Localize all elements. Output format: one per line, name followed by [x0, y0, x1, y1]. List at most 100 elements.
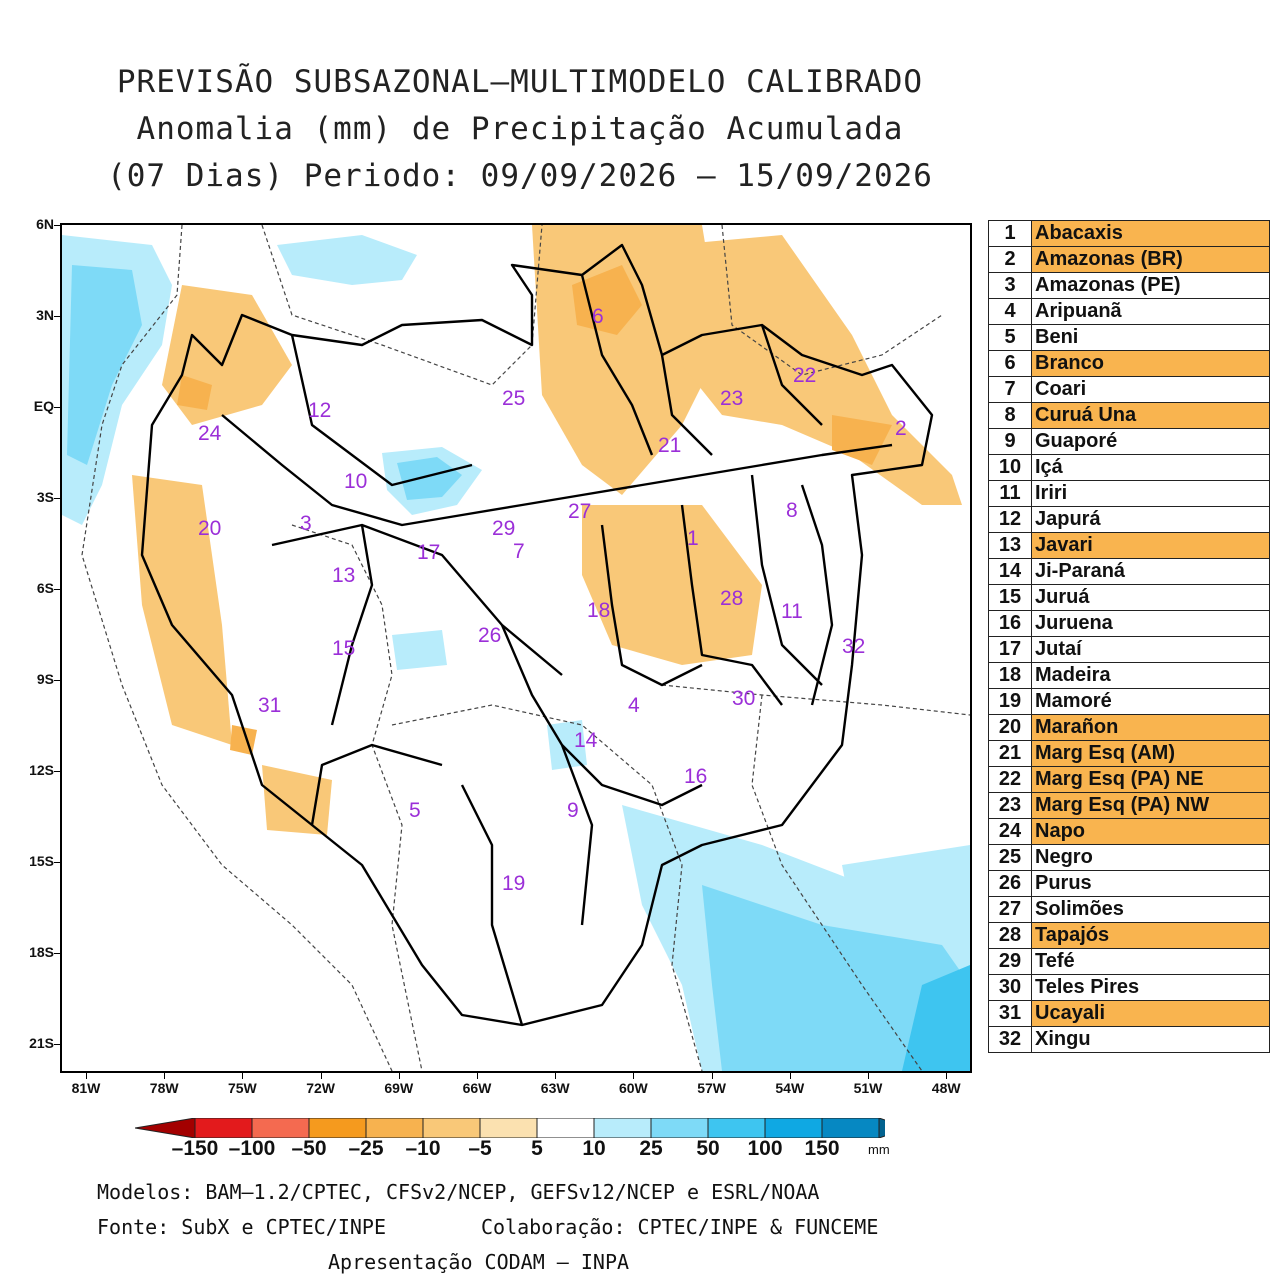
basin-number: 32 [988, 1026, 1032, 1053]
colorbar-segment [422, 1118, 481, 1138]
basin-label-14: 14 [574, 729, 598, 752]
basin-label-26: 26 [478, 624, 501, 647]
lon-tick [789, 1073, 791, 1079]
basin-number: 6 [988, 350, 1032, 377]
lon-tick [555, 1073, 557, 1079]
lat-tick [54, 225, 60, 226]
lon-tick [633, 1073, 635, 1079]
basin-name: Madeira [1031, 662, 1270, 689]
basin-name: Branco [1031, 350, 1270, 377]
basin-label-28: 28 [720, 587, 743, 610]
basin-label-6: 6 [592, 305, 604, 328]
basin-label-22: 22 [793, 364, 816, 387]
basin-label-20: 20 [198, 517, 221, 540]
lat-label: 6N [36, 216, 54, 232]
basin-label-3: 3 [300, 512, 312, 535]
footer-source: Fonte: SubX e CPTEC/INPE [97, 1215, 386, 1239]
colorbar-label: 50 [696, 1137, 720, 1160]
basin-name: Aripuanã [1031, 298, 1270, 325]
lat-tick [54, 498, 60, 499]
wet-area-purus [392, 630, 447, 670]
lat-tick [54, 407, 60, 408]
colorbar-label: –100 [228, 1137, 276, 1160]
colorbar-label: –10 [405, 1137, 441, 1160]
basin-label-10: 10 [344, 470, 367, 493]
basin-number: 24 [988, 818, 1032, 845]
basin-label-7: 7 [513, 540, 525, 563]
amazon-basin-outline [140, 243, 934, 1027]
dry-area-ucayali [132, 475, 232, 745]
lon-label: 60W [618, 1080, 648, 1096]
colorbar-label: 25 [639, 1137, 663, 1160]
basin-number: 17 [988, 636, 1032, 663]
colorbar-segment [365, 1118, 424, 1138]
basin-row: 5 Beni [988, 324, 1270, 351]
basin-number: 5 [988, 324, 1032, 351]
basin-label-32: 32 [842, 635, 865, 658]
basin-name: Amazonas (PE) [1031, 272, 1270, 299]
colorbar-segment [479, 1118, 538, 1138]
basin-div-13 [561, 744, 703, 807]
colorbar-segment [821, 1118, 880, 1138]
basin-number: 28 [988, 922, 1032, 949]
basin-number: 25 [988, 844, 1032, 871]
basin-name: Juruá [1031, 584, 1270, 611]
lon-label: 78W [149, 1080, 179, 1096]
lat-label: 9S [36, 671, 54, 687]
basin-label-4: 4 [628, 694, 640, 717]
colorbar-segment [707, 1118, 766, 1138]
lat-tick [54, 316, 60, 317]
lon-label: 48W [931, 1080, 961, 1096]
basin-name: Juruena [1031, 610, 1270, 637]
lat-label: 3S [36, 489, 54, 505]
colorbar-segment [251, 1118, 310, 1138]
lat-tick [54, 680, 60, 681]
basin-div-7 [750, 474, 823, 686]
wet-strongest-areas [902, 965, 970, 1071]
basin-row: 10 Içá [988, 454, 1270, 481]
basin-div-12 [460, 784, 524, 1026]
colorbar-segment [764, 1118, 823, 1138]
basin-number: 30 [988, 974, 1032, 1001]
colorbar-label: 10 [582, 1137, 606, 1160]
basin-row: 22 Marg Esq (PA) NE [988, 766, 1270, 793]
basin-label-1: 1 [687, 527, 699, 550]
basin-row: 30 Teles Pires [988, 974, 1270, 1001]
basin-row: 26 Purus [988, 870, 1270, 897]
basin-name: Marg Esq (AM) [1031, 740, 1270, 767]
basin-number: 21 [988, 740, 1032, 767]
basin-label-13: 13 [332, 564, 355, 587]
colorbar-label: 150 [804, 1137, 840, 1160]
basin-number: 4 [988, 298, 1032, 325]
basin-row: 23 Marg Esq (PA) NW [988, 792, 1270, 819]
colorbar-label: –50 [291, 1137, 327, 1160]
basin-name: Ji-Paraná [1031, 558, 1270, 585]
wet-strongest-south [902, 965, 970, 1071]
basin-row: 6 Branco [988, 350, 1270, 377]
title-line-2: Anomalia (mm) de Precipitação Acumulada [136, 111, 904, 147]
basin-row: 29 Tefé [988, 948, 1270, 975]
basin-label-21: 21 [658, 434, 681, 457]
lat-tick [54, 953, 60, 954]
basin-name: Solimões [1031, 896, 1270, 923]
basin-number: 15 [988, 584, 1032, 611]
basin-label-24: 24 [198, 422, 222, 445]
basin-outlines [140, 243, 934, 1027]
basin-number: 7 [988, 376, 1032, 403]
basin-row: 4 Aripuanã [988, 298, 1270, 325]
basin-row: 11 Iriri [988, 480, 1270, 507]
basin-number: 9 [988, 428, 1032, 455]
title-line-1: PREVISÃO SUBSAZONAL–MULTIMODELO CALIBRAD… [116, 64, 924, 100]
basin-name: Ucayali [1031, 1000, 1270, 1027]
lon-tick [164, 1073, 166, 1079]
basin-label-17: 17 [417, 541, 440, 564]
dry-area-ucayali-s [262, 765, 332, 835]
precipitation-anomaly-map: 1234567891011121314151617181920212223242… [62, 225, 970, 1071]
basin-name: Jutaí [1031, 636, 1270, 663]
basin-name: Mamoré [1031, 688, 1270, 715]
basin-name: Tapajós [1031, 922, 1270, 949]
basin-number: 29 [988, 948, 1032, 975]
basin-row: 28 Tapajós [988, 922, 1270, 949]
basin-row: 12 Japurá [988, 506, 1270, 533]
wet-strong-areas [67, 265, 970, 1071]
